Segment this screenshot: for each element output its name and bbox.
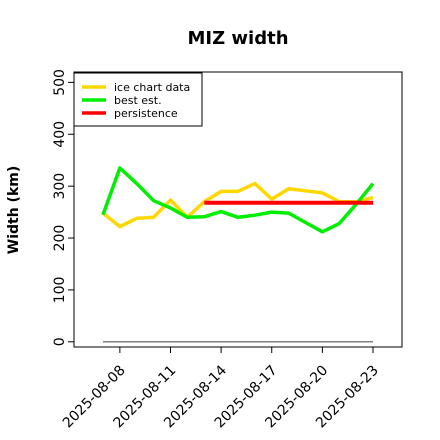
legend-box xyxy=(73,72,203,127)
plot-frame xyxy=(73,71,403,348)
y-tick-label: 100 xyxy=(52,277,68,304)
y-tick-label: 300 xyxy=(52,173,68,200)
legend-label-ice-chart-data: ice chart data xyxy=(114,81,190,94)
y-tick-label: 200 xyxy=(52,225,68,252)
chart-title: MIZ width xyxy=(187,28,288,49)
y-axis: 0 100 200 300 400 500 xyxy=(52,69,74,346)
y-tick-label: 0 xyxy=(52,337,68,346)
y-tick-label: 500 xyxy=(52,69,68,96)
x-axis: 2025-08-082025-08-112025-08-142025-08-17… xyxy=(60,347,382,431)
y-axis-label: Width (km) xyxy=(6,166,22,255)
series-line-ice-chart-data xyxy=(101,181,374,229)
y-tick-label: 400 xyxy=(52,121,68,148)
legend-label-best-est: best est. xyxy=(114,94,162,107)
series-layer xyxy=(101,166,375,343)
legend-label-persistence: persistence xyxy=(114,107,178,120)
series-line-best-est xyxy=(101,166,375,234)
